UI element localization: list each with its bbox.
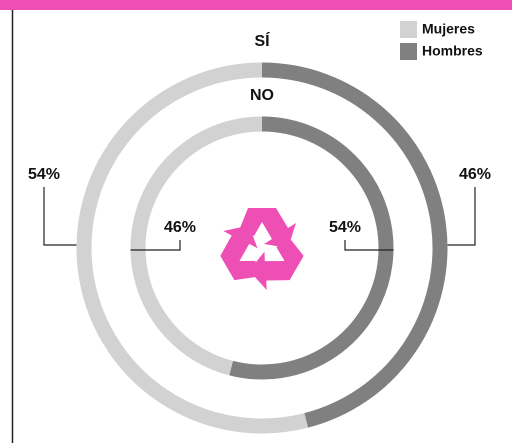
value-label: 54%	[28, 166, 60, 183]
ring-title: NO	[250, 87, 274, 104]
callout-line	[43, 187, 77, 246]
value-label: 54%	[329, 219, 361, 236]
callout-line	[344, 240, 394, 251]
ring-segment	[229, 116, 394, 380]
ring-segment	[130, 116, 263, 376]
legend-swatch	[400, 21, 417, 38]
legend-label: Hombres	[422, 43, 483, 59]
ring-segment	[76, 62, 309, 434]
callout-line	[447, 187, 476, 246]
value-label: 46%	[164, 219, 196, 236]
ring-segment	[261, 62, 448, 428]
callout-line	[130, 240, 181, 251]
legend-swatch	[400, 43, 417, 60]
legend-label: Mujeres	[422, 21, 475, 37]
value-label: 46%	[459, 166, 491, 183]
recycle-icon	[210, 208, 308, 298]
ring-title: SÍ	[254, 31, 270, 50]
top-bar	[0, 0, 512, 10]
